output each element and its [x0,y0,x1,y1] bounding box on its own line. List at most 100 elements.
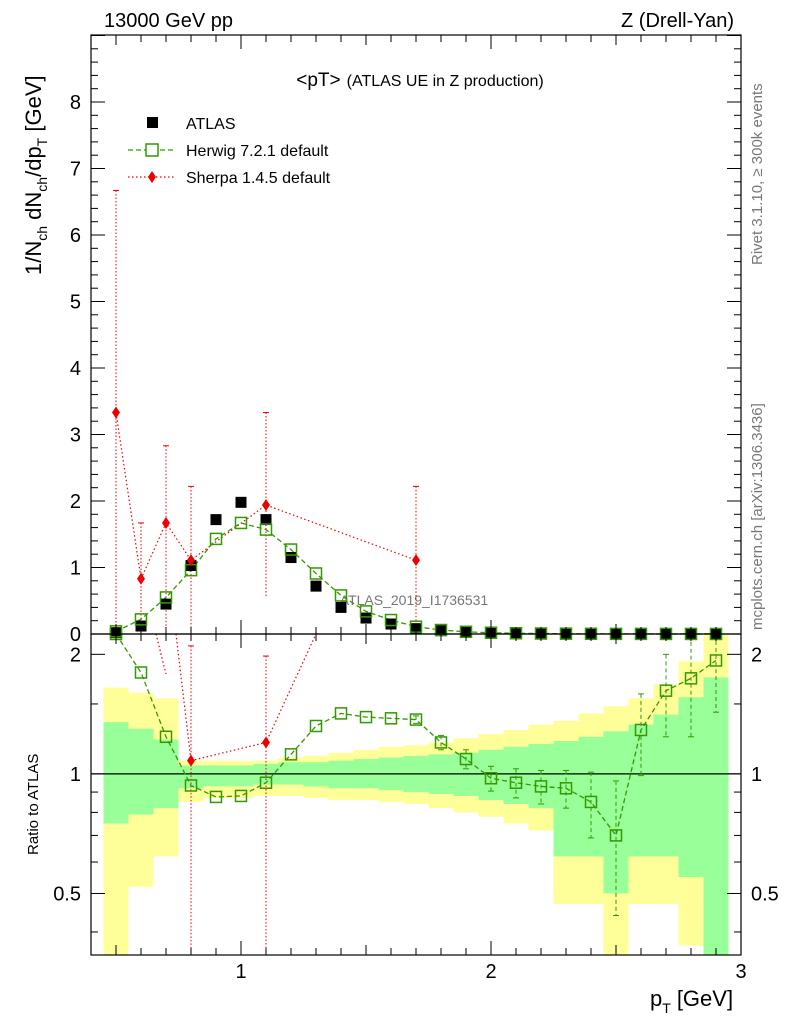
herwig-ratio-point [534,780,548,793]
herwig-ratio-point [384,712,398,725]
atlas-point [235,496,247,508]
herwig-point [384,613,398,627]
x-axis-label: pT [GeV] [650,986,733,1016]
herwig-ratio-point [709,654,723,667]
atlas-point [310,580,322,592]
sherpa-ratio-line [175,633,192,761]
sherpa-point [112,406,120,419]
analysis-id: ATLAS_2019_I1736531 [340,592,489,608]
ratio-band-green [678,697,704,878]
ratio-band-green [528,743,554,809]
herwig-ratio-point [484,772,498,785]
herwig-ratio-point [284,748,298,761]
atlas-point [285,552,297,564]
herwig-point [209,532,223,546]
herwig-point [184,563,198,577]
ratio-y-tick-label-left: 0.5 [53,883,81,905]
sherpa-point [262,498,270,511]
legend-sherpa-label: Sherpa 1.4.5 default [186,170,331,187]
sherpa-ratio-line [190,633,317,762]
x-tick-label: 2 [485,961,496,983]
herwig-ratio-point [259,776,273,789]
herwig-ratio-point [509,776,523,789]
herwig-point [234,516,248,530]
ratio-series [109,627,723,955]
header-left: 13000 GeV pp [104,10,233,32]
herwig-ratio-point [359,710,373,724]
main-y-tick-label: 2 [70,491,81,513]
herwig-ratio-point [334,707,348,720]
atlas-point [210,514,222,526]
main-y-tick-label: 5 [70,292,81,314]
atlas-point [360,612,372,624]
herwig-ratio-point [234,789,248,803]
ratio-y-tick-label-left: 1 [70,764,81,786]
ratio-y-tick-label-right: 2 [751,644,762,666]
x-tick-label: 3 [735,961,746,983]
sherpa-ratio-line [155,633,167,675]
header-right: Z (Drell-Yan) [621,10,734,32]
main-series [109,189,723,641]
herwig-ratio-point [184,779,198,792]
legend: ATLAS Herwig 7.2.1 default Sherpa 1.4.5 … [128,116,331,187]
main-y-tick-label: 6 [70,225,81,247]
herwig-ratio-point [559,782,573,795]
atlas-point [335,601,347,613]
ratio-band-green [503,746,529,804]
ratio-band [91,634,741,955]
main-ylabel: 1/Nch dNch/dpT [GeV] [21,75,50,275]
main-y-tick-label: 0 [70,624,81,646]
herwig-ratio-point [459,752,473,766]
herwig-ratio-point [609,829,623,842]
atlas-point [135,620,147,632]
ratio-band-green [203,765,229,787]
herwig-point [284,543,298,556]
herwig-ratio-point [309,719,323,733]
sherpa-ratio-point [187,754,195,767]
herwig-point [159,591,173,604]
ratio-band-green [703,677,729,955]
rivet-label: Rivet 3.1.10, ≥ 300k events [749,83,766,265]
atlas-point [260,514,272,526]
legend-atlas-marker [147,117,158,128]
ratio-ylabel: Ratio to ATLAS [25,754,42,855]
chart-title: <pT> (ATLAS UE in Z production) [296,70,543,91]
herwig-line [115,522,717,635]
x-tick-label: 1 [235,961,246,983]
sherpa-ratio-point [262,736,270,749]
ratio-band-green [653,714,679,857]
herwig-ratio-point [634,723,648,737]
axes: 0 1 2 3 4 5 6 7 8 1 2 3 0.5 0.5 1 1 2 2 [53,34,779,983]
herwig-ratio-point [409,713,423,726]
ratio-y-tick-label-right: 0.5 [751,883,779,905]
main-y-tick-label: 1 [70,558,81,580]
sherpa-point [412,554,420,567]
sherpa-point [187,554,195,567]
ratio-y-tick-label-left: 2 [70,644,81,666]
ratio-y-tick-label-right: 1 [751,764,762,786]
herwig-point [309,567,323,580]
main-y-tick-label: 7 [70,159,81,181]
legend-herwig-marker [145,143,159,157]
main-y-tick-label: 3 [70,425,81,447]
legend-sherpa-marker [148,171,156,183]
mcplots-label: mcplots.cern.ch [arXiv:1306.3436] [749,403,766,630]
legend-atlas-label: ATLAS [186,116,236,133]
herwig-ratio-point [134,666,148,679]
herwig-point [334,589,348,602]
herwig-point [359,605,373,618]
herwig-ratio-point [659,684,673,697]
herwig-ratio-point [434,736,448,749]
sherpa-line [115,412,417,581]
herwig-ratio-point [684,672,698,685]
herwig-ratio-point [584,795,598,809]
main-y-tick-label: 4 [70,358,81,380]
herwig-point [259,523,273,536]
herwig-point [134,613,148,626]
atlas-point [160,598,172,610]
legend-herwig-label: Herwig 7.2.1 default [186,143,329,160]
main-y-tick-label: 8 [70,92,81,114]
atlas-point [385,618,397,630]
ratio-band-green [103,722,129,824]
